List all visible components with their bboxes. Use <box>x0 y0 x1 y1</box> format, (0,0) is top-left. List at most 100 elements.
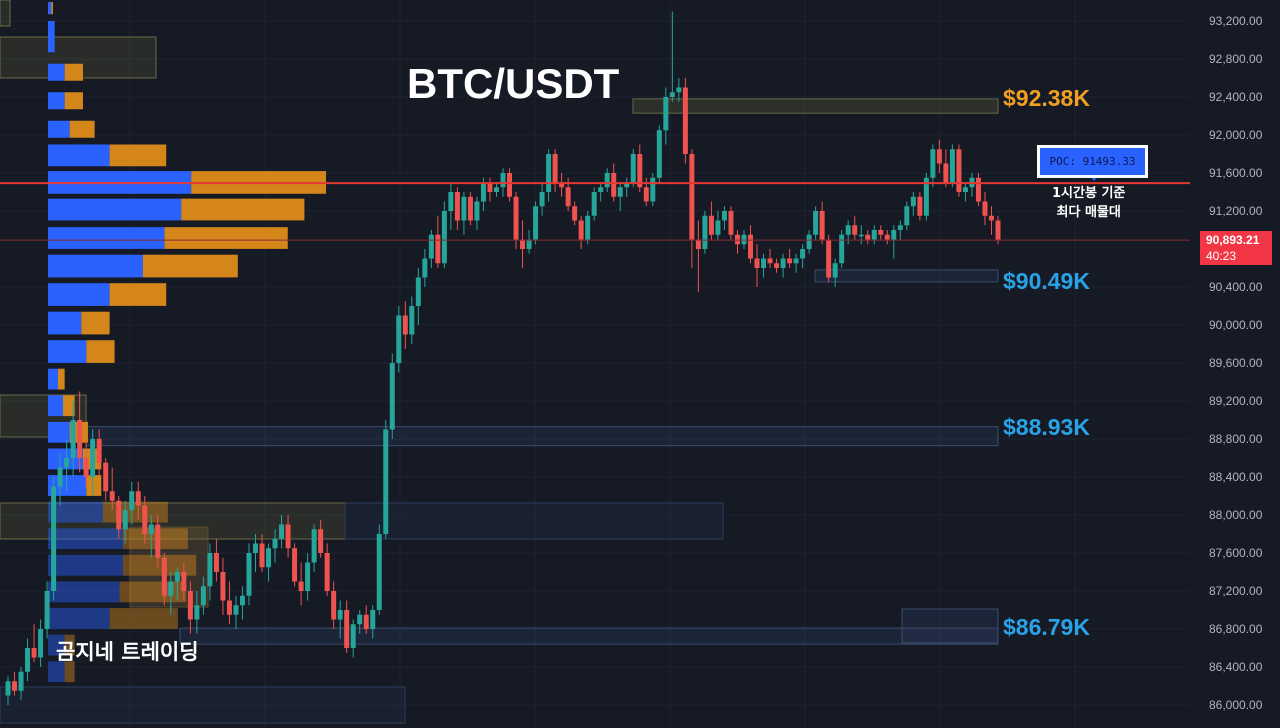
candle-body <box>956 149 962 192</box>
volume-bar-sell <box>64 661 75 683</box>
price-tick-label: 91,600.00 <box>1209 166 1263 180</box>
candle-body <box>467 196 473 221</box>
candle-body <box>474 201 480 221</box>
candle-body <box>676 87 682 93</box>
price-tick-label: 89,600.00 <box>1209 356 1263 370</box>
volume-bar-sell <box>109 144 167 167</box>
candle-body <box>90 439 96 477</box>
candle-body <box>194 605 200 620</box>
current-price-tag: 90,893.21 40:23 <box>1200 231 1272 265</box>
candle-body <box>77 420 83 458</box>
candle-body <box>949 149 955 183</box>
candle-body <box>376 534 382 610</box>
candle-body <box>520 239 526 249</box>
candle-body <box>187 591 193 620</box>
candle-body <box>44 591 50 629</box>
zone-label-92k: $92.38K <box>1003 85 1090 111</box>
volume-bar-buy <box>48 92 65 110</box>
price-tick-label: 91,200.00 <box>1209 204 1263 218</box>
candle-body <box>70 420 76 458</box>
volume-bar-sell <box>86 475 102 496</box>
price-tick-label: 89,200.00 <box>1209 394 1263 408</box>
candle-body <box>122 510 128 530</box>
candle-body <box>292 548 298 582</box>
candle-body <box>754 258 760 268</box>
candle-body <box>787 258 793 264</box>
candle-body <box>285 524 291 549</box>
price-zones <box>85 98 999 645</box>
volume-bar-buy <box>48 340 87 363</box>
candle-body <box>220 572 226 601</box>
price-zone <box>632 98 999 114</box>
candle-body <box>161 557 167 596</box>
candle-body <box>435 234 441 264</box>
candle-body <box>663 97 669 131</box>
candle-body <box>598 187 604 192</box>
candle-body <box>480 182 486 202</box>
range-box <box>0 0 11 27</box>
price-tick-label: 92,000.00 <box>1209 128 1263 142</box>
candle-body <box>871 230 877 240</box>
candle-body <box>454 192 460 221</box>
price-tick-label: 88,000.00 <box>1209 508 1263 522</box>
candle-body <box>148 524 154 534</box>
price-tick-label: 87,200.00 <box>1209 584 1263 598</box>
volume-bar-sell <box>62 395 75 417</box>
candle-body <box>513 196 519 240</box>
candle-countdown: 40:23 <box>1206 249 1237 263</box>
volume-bar-buy <box>48 554 123 576</box>
volume-bar-sell <box>64 634 75 656</box>
candle-body <box>728 211 734 235</box>
chart-title: BTC/USDT <box>407 60 620 107</box>
candle-body <box>142 505 148 534</box>
volume-bar-sell <box>142 254 238 278</box>
volume-bar-sell <box>181 198 305 221</box>
candle-body <box>266 548 272 568</box>
candle-body <box>51 486 57 591</box>
candle-body <box>174 572 180 582</box>
candle-body <box>865 234 871 240</box>
candle-body <box>656 130 662 178</box>
candle-body <box>298 581 304 591</box>
candle-body <box>487 182 493 192</box>
candle-body <box>25 648 31 672</box>
candle-body <box>396 315 402 363</box>
candle-body <box>5 681 11 696</box>
price-zone <box>179 627 999 645</box>
candle-body <box>344 610 350 648</box>
candle-body <box>904 206 910 226</box>
candle-body <box>708 215 714 235</box>
candle-body <box>761 258 767 268</box>
price-tick-label: 90,400.00 <box>1209 280 1263 294</box>
volume-bar-buy <box>48 661 65 683</box>
volume-bar-buy <box>48 198 182 221</box>
price-tick-label: 86,000.00 <box>1209 698 1263 712</box>
candle-body <box>311 529 317 563</box>
candle-body <box>819 211 825 240</box>
candle-body <box>643 187 649 202</box>
candle-body <box>793 258 799 264</box>
candle-body <box>962 187 968 192</box>
volume-bar-sell <box>119 581 187 603</box>
candle-body <box>923 177 929 216</box>
candle-body <box>917 196 923 216</box>
volume-bar-buy <box>48 475 87 496</box>
volume-bar-buy <box>48 581 120 603</box>
candle-body <box>129 491 135 511</box>
range-box <box>0 36 157 79</box>
volume-bar-sell <box>81 311 110 335</box>
price-axis[interactable]: 93,200.00 92,800.00 92,400.00 92,000.00 91,6… <box>1190 0 1280 728</box>
candle-body <box>12 681 18 691</box>
candle-body <box>116 500 122 530</box>
poc-note: 1시간봉 기준 최다 매물대 <box>1052 184 1125 222</box>
candle-body <box>533 206 539 240</box>
candle-body <box>305 562 311 591</box>
candle-body <box>617 187 623 197</box>
candle-body <box>748 234 753 259</box>
volume-bar-buy <box>48 634 65 656</box>
volume-bar-sell <box>57 368 65 390</box>
candle-body <box>715 220 721 235</box>
volume-bar-sell <box>86 340 115 363</box>
candle-body <box>591 192 597 216</box>
